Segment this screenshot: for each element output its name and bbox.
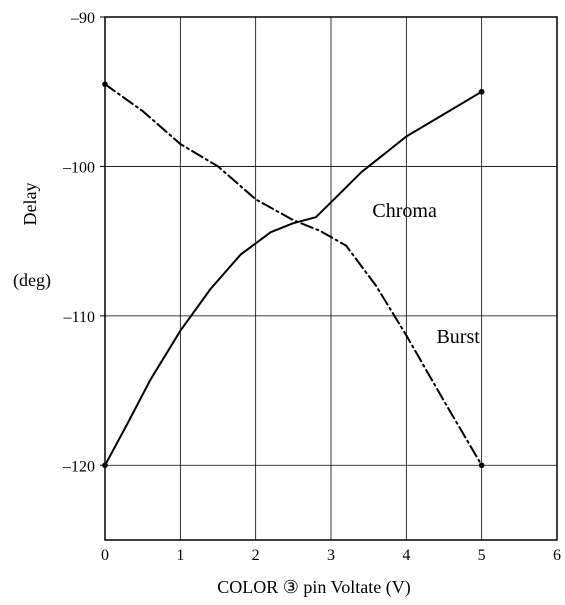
y-axis-label: Delay bbox=[20, 183, 40, 226]
annotations: Chroma Burst bbox=[372, 200, 480, 348]
y-tick-label: ‒110 bbox=[63, 309, 95, 326]
x-axis-label: COLOR ③ pin Voltate (V) bbox=[217, 577, 410, 598]
annotation-burst: Burst bbox=[436, 326, 480, 348]
plot-frame bbox=[104, 16, 558, 541]
series-line-burst bbox=[104, 83, 483, 467]
x-tick-label: 3 bbox=[327, 547, 335, 564]
y-tick-label: ‒90 bbox=[70, 10, 95, 27]
data-point-chroma-start bbox=[102, 462, 108, 469]
x-tick-label: 5 bbox=[478, 547, 486, 564]
endpoint-markers bbox=[102, 81, 485, 469]
y-tick-label: ‒120 bbox=[62, 458, 95, 475]
x-tick-label: 1 bbox=[176, 547, 184, 564]
x-tick-label: 4 bbox=[402, 547, 410, 564]
y-tick-labels: ‒90 ‒100 ‒110 ‒120 bbox=[62, 10, 105, 475]
data-point-chroma-end bbox=[478, 88, 485, 95]
y-tick-label: ‒100 bbox=[62, 159, 95, 176]
series-lines bbox=[104, 83, 483, 467]
series-line-chroma bbox=[104, 90, 483, 467]
data-point-burst-start bbox=[102, 81, 108, 88]
grid-lines bbox=[105, 17, 557, 540]
y-axis-unit: (deg) bbox=[13, 270, 51, 291]
data-point-burst-end bbox=[478, 462, 485, 469]
x-tick-label: 6 bbox=[553, 547, 561, 564]
x-tick-label: 0 bbox=[101, 547, 109, 564]
annotation-chroma: Chroma bbox=[372, 200, 437, 222]
x-tick-labels: 0 1 2 3 4 5 6 bbox=[101, 547, 561, 564]
x-tick-label: 2 bbox=[252, 547, 260, 564]
